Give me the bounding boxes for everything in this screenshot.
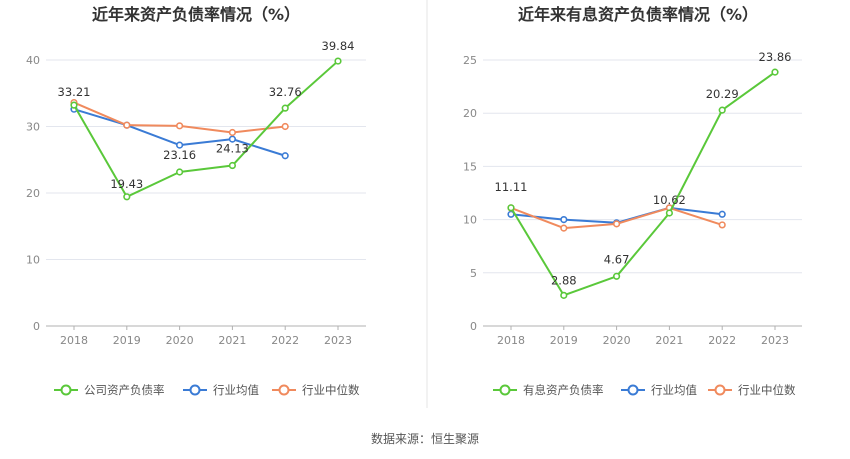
x-tick-label: 2018 (60, 334, 88, 347)
data-label: 32.76 (269, 85, 302, 99)
data-point-company (334, 57, 342, 65)
data-point-company (176, 168, 184, 176)
data-point-company (560, 291, 568, 299)
data-point-industry-avg (176, 141, 184, 149)
chart-title: 近年来资产负债率情况（%） (92, 5, 300, 24)
data-label: 23.86 (759, 50, 792, 64)
chart-title: 近年来有息资产负债率情况（%） (518, 5, 758, 24)
data-point-company (612, 272, 621, 280)
data-point-company (507, 204, 515, 212)
legend-marker (60, 384, 72, 396)
data-point-industry-median (560, 224, 568, 232)
x-tick-label: 2019 (113, 334, 141, 347)
y-tick-label: 0 (33, 320, 40, 333)
y-tick-label: 0 (470, 320, 477, 333)
y-tick-label: 25 (463, 54, 477, 67)
x-tick-label: 2023 (761, 334, 789, 347)
y-tick-label: 20 (463, 107, 477, 120)
data-point-industry-avg (718, 210, 726, 218)
x-tick-label: 2023 (324, 334, 352, 347)
data-point-company (718, 106, 726, 114)
y-tick-label: 30 (26, 121, 40, 134)
y-tick-label: 10 (26, 254, 40, 267)
data-point-industry-median (612, 220, 621, 228)
x-tick-label: 2022 (271, 334, 299, 347)
legend-item-industry-avg[interactable]: 行业均值 (621, 383, 697, 397)
data-label: 24.13 (216, 142, 249, 156)
legend-label: 行业中位数 (738, 383, 796, 397)
legend-item-industry-median[interactable]: 行业中位数 (708, 383, 796, 397)
data-point-industry-avg (560, 216, 568, 224)
x-tick-label: 2018 (497, 334, 525, 347)
data-label: 11.11 (495, 180, 528, 194)
data-point-industry-median (281, 122, 289, 131)
data-label: 2.88 (551, 273, 577, 287)
chart-panel-left: 近年来资产负债率情况（%） 0 10 20 30 40 2018 2019 2020 2021 20… (26, 5, 366, 397)
x-tick-label: 2020 (166, 334, 194, 347)
data-point-company (665, 209, 674, 217)
data-point-company (70, 101, 78, 109)
legend-label: 行业均值 (213, 383, 259, 397)
y-tick-label: 15 (463, 160, 477, 173)
data-label: 39.84 (322, 39, 355, 53)
data-point-company (771, 68, 779, 76)
data-point-company (123, 193, 131, 201)
x-tick-label: 2020 (603, 334, 631, 347)
data-label: 4.67 (604, 252, 630, 266)
legend-label: 行业中位数 (302, 383, 360, 397)
chart-panel-right: 近年来有息资产负债率情况（%） 0 5 10 15 20 25 2018 2019 2020 202… (463, 5, 802, 397)
data-label: 33.21 (58, 85, 91, 99)
legend-item-industry-median[interactable]: 行业中位数 (272, 383, 360, 397)
x-tick-label: 2019 (550, 334, 578, 347)
x-tick-label: 2021 (655, 334, 683, 347)
x-tick-label: 2022 (708, 334, 736, 347)
legend-marker (278, 384, 290, 396)
legend-marker (189, 384, 201, 396)
legend-label: 有息资产负债率 (523, 383, 604, 397)
y-tick-label: 10 (463, 214, 477, 227)
source-text: 数据来源：恒生聚源 (371, 431, 479, 446)
data-point-industry-avg (228, 135, 236, 143)
legend-label: 公司资产负债率 (84, 383, 165, 397)
data-label: 23.16 (163, 148, 196, 162)
legend-label: 行业均值 (651, 383, 697, 397)
data-point-industry-median (123, 121, 131, 129)
legend-item-industry-avg[interactable]: 行业均值 (183, 383, 259, 397)
series-line-company (510, 71, 776, 297)
data-point-industry-median (176, 122, 184, 130)
data-point-industry-median (718, 221, 726, 229)
data-point-industry-median (228, 128, 236, 137)
data-label: 20.29 (706, 87, 739, 101)
legend-item-company[interactable]: 有息资产负债率 (493, 383, 604, 397)
data-label: 19.43 (110, 177, 143, 191)
y-tick-label: 40 (26, 54, 40, 67)
legend-item-company[interactable]: 公司资产负债率 (54, 383, 165, 397)
x-tick-label: 2021 (218, 334, 246, 347)
data-label: 10.62 (653, 193, 686, 207)
y-tick-label: 20 (26, 187, 40, 200)
legend-marker (499, 384, 511, 396)
series-line-company (73, 60, 339, 198)
legend-marker (627, 384, 639, 396)
y-tick-label: 5 (470, 267, 477, 280)
data-point-company (281, 104, 289, 112)
data-point-industry-avg (281, 152, 289, 160)
legend-marker (714, 384, 726, 396)
data-point-company (228, 161, 236, 170)
